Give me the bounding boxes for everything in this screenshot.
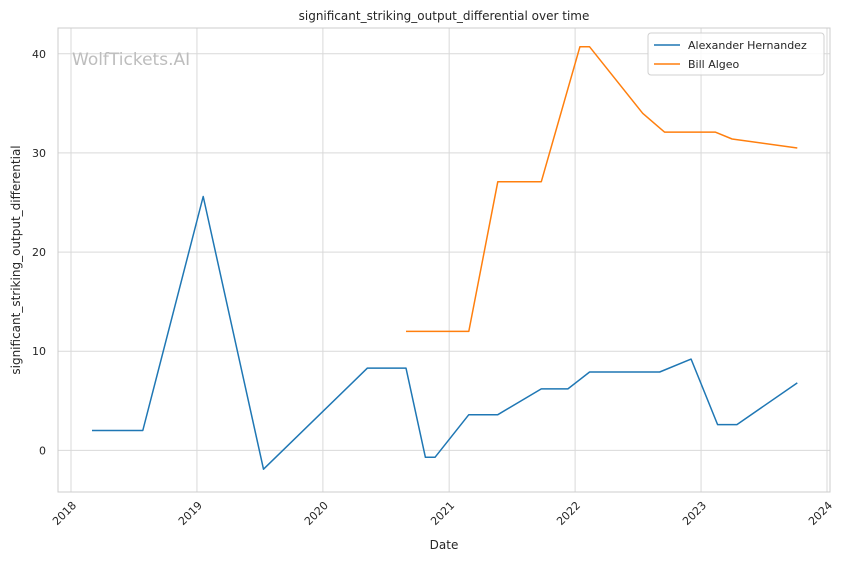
y-tick-label: 20	[32, 246, 46, 259]
chart-title: significant_striking_output_differential…	[299, 9, 590, 23]
y-tick-label: 10	[32, 345, 46, 358]
series-line-alexander-hernandez	[92, 195, 798, 470]
x-axis-label: Date	[430, 538, 459, 552]
watermark: WolfTickets.AI	[72, 50, 190, 70]
legend-label-alexander-hernandez: Alexander Hernandez	[688, 39, 807, 52]
series-line-bill-algeo	[406, 46, 798, 333]
legend-box	[647, 32, 825, 76]
legend-label-bill-algeo: Bill Algeo	[688, 58, 740, 71]
y-tick-label: 30	[32, 147, 46, 160]
y-tick-label: 40	[32, 48, 46, 61]
grid-lines	[58, 28, 830, 492]
series-lines	[92, 46, 798, 470]
y-axis-label: significant_striking_output_differential	[9, 145, 23, 374]
y-tick-label: 0	[39, 444, 46, 457]
plot-area-frame	[57, 27, 831, 493]
y-axis-ticks: 0 10 20 30 40	[32, 48, 46, 458]
legend: Alexander Hernandez Bill Algeo	[647, 32, 825, 76]
